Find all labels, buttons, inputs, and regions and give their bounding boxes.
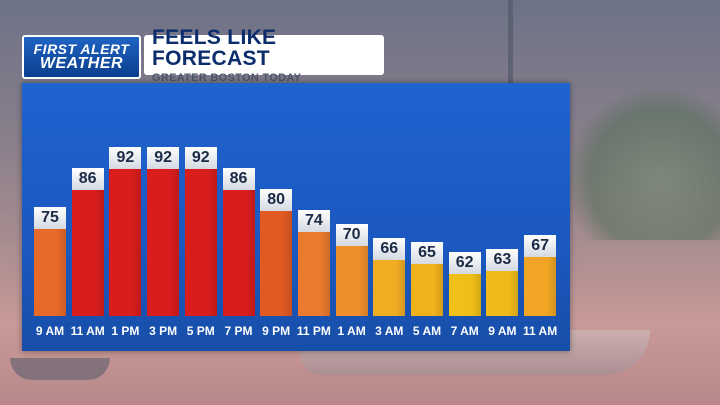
- x-tick-label: 11 AM: [70, 324, 105, 338]
- bar-group: 74: [297, 210, 330, 316]
- bar: [335, 246, 368, 316]
- bar: [71, 190, 104, 316]
- background-trees: [570, 90, 720, 240]
- bar-group: 62: [448, 252, 481, 316]
- x-tick-label: 3 AM: [375, 324, 404, 338]
- x-tick-label: 7 PM: [224, 324, 253, 338]
- bar: [109, 169, 142, 316]
- data-label: 62: [448, 252, 481, 274]
- bar: [147, 169, 180, 316]
- data-label: 80: [260, 189, 293, 211]
- data-label: 75: [34, 206, 66, 229]
- x-tick-label: 1 PM: [111, 324, 140, 338]
- bar-group: 63: [486, 248, 519, 316]
- title-box: FEELS LIKE FORECAST GREATER BOSTON TODAY: [144, 27, 384, 84]
- data-label: 92: [147, 147, 180, 169]
- data-label: 66: [373, 238, 406, 260]
- chart-title: FEELS LIKE FORECAST: [152, 25, 277, 70]
- data-label: 92: [184, 147, 217, 169]
- bar-group: 75: [34, 206, 66, 316]
- first-alert-weather-logo: FIRST ALERT WEATHER: [22, 35, 141, 79]
- bar: [486, 270, 519, 316]
- data-label: 86: [71, 168, 104, 190]
- bar-group: 65: [411, 241, 443, 316]
- x-tick-label: 7 AM: [450, 324, 479, 338]
- bar: [524, 256, 557, 316]
- bar: [34, 228, 66, 316]
- bar-group: 67: [524, 234, 557, 316]
- x-tick-label: 11 PM: [296, 324, 331, 338]
- x-tick-label: 11 AM: [522, 324, 558, 338]
- background-dinghy: [10, 358, 110, 380]
- x-tick-label: 3 PM: [149, 324, 178, 338]
- bar-group: 80: [260, 189, 293, 316]
- chart-subtitle: GREATER BOSTON TODAY: [152, 71, 302, 84]
- x-tick-label: 9 AM: [488, 324, 517, 338]
- bar-group: 86: [222, 168, 255, 316]
- logo-line2: WEATHER: [39, 55, 124, 72]
- bar-group: 92: [184, 147, 217, 316]
- bar: [184, 169, 217, 316]
- data-label: 86: [222, 168, 255, 190]
- logo-line1: FIRST ALERT: [33, 41, 130, 57]
- header: FIRST ALERT WEATHER FEELS LIKE FORECAST …: [22, 27, 384, 84]
- bar-group: 66: [373, 238, 406, 316]
- x-tick-label: 9 AM: [35, 324, 65, 338]
- bar-group: 86: [71, 168, 104, 316]
- chart-panel: 75 9 AM 86 11 AM 92 1 PM 92 3 PM 92 5 PM 86 7 PM 80 9…: [22, 83, 570, 351]
- x-tick-label: 5 PM: [186, 324, 215, 338]
- bar: [222, 190, 255, 316]
- data-label: 65: [411, 241, 443, 264]
- data-label: 67: [524, 234, 557, 257]
- data-label: 70: [335, 224, 368, 246]
- bar-group: 92: [109, 147, 142, 316]
- x-tick-label: 1 AM: [337, 324, 366, 338]
- bar-group: 92: [147, 147, 180, 316]
- bar: [448, 274, 481, 316]
- data-label: 92: [109, 147, 142, 169]
- bar: [373, 260, 406, 316]
- x-tick-label: 9 PM: [262, 324, 291, 338]
- data-label: 74: [297, 210, 330, 232]
- bar: [411, 263, 443, 316]
- bar: [297, 232, 330, 316]
- bar: [260, 211, 293, 316]
- bar-group: 70: [335, 224, 368, 316]
- x-tick-label: 5 AM: [412, 324, 442, 338]
- data-label: 63: [486, 248, 519, 271]
